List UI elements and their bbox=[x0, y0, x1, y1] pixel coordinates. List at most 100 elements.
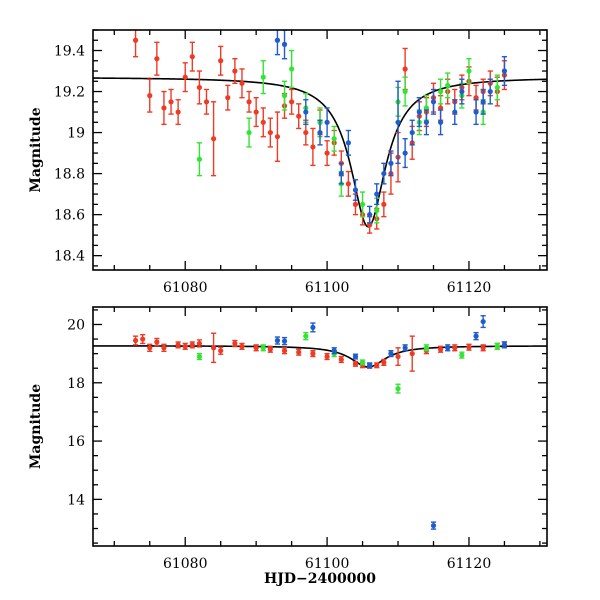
bottom-red-point bbox=[374, 362, 380, 369]
bottom-red-point bbox=[175, 341, 181, 349]
top-green-point bbox=[445, 72, 451, 99]
bottom-red-point bbox=[140, 333, 146, 345]
top-red-point bbox=[182, 62, 188, 93]
bottom-blue-point bbox=[367, 362, 373, 369]
bottom-x-tick-label: 61100 bbox=[305, 556, 350, 572]
top-green-point bbox=[281, 80, 288, 111]
top-blue-point bbox=[345, 129, 351, 156]
bottom-y-tick-label: 18 bbox=[67, 376, 85, 392]
bottom-blue-point bbox=[310, 322, 316, 333]
top-blue-point bbox=[416, 96, 422, 128]
top-blue-point bbox=[388, 150, 394, 177]
top-red-point bbox=[175, 99, 181, 126]
top-red-point bbox=[189, 41, 195, 72]
bottom-red-point bbox=[210, 332, 217, 364]
top-x-tick-label: 61080 bbox=[163, 280, 208, 296]
bottom-red-point bbox=[132, 335, 139, 346]
top-red-point bbox=[310, 127, 316, 167]
bottom-red-point bbox=[239, 342, 245, 350]
top-x-tick-label: 61120 bbox=[447, 280, 492, 296]
bottom-green-point bbox=[359, 359, 366, 366]
top-x-tick-label: 61100 bbox=[305, 280, 350, 296]
bottom-red-point bbox=[480, 344, 486, 352]
top-red-point bbox=[381, 191, 387, 218]
bottom-red-point bbox=[232, 339, 238, 348]
bottom-green-point bbox=[196, 352, 203, 361]
top-red-point bbox=[324, 140, 330, 167]
top-red-point bbox=[218, 45, 224, 76]
top-red-point bbox=[260, 107, 266, 138]
bottom-green-point bbox=[494, 342, 500, 350]
bottom-green-point bbox=[459, 351, 465, 359]
bottom-model-curve bbox=[93, 345, 547, 368]
top-data-points bbox=[132, 30, 508, 234]
top-red-point bbox=[196, 70, 203, 105]
bottom-red-point bbox=[409, 335, 415, 372]
top-blue-point bbox=[409, 119, 415, 146]
bottom-blue-point bbox=[388, 350, 394, 358]
top-blue-point bbox=[381, 162, 387, 185]
top-red-point bbox=[210, 101, 217, 177]
top-model-curve bbox=[93, 77, 547, 228]
top-y-tick-label: 18.8 bbox=[54, 167, 85, 183]
top-red-point bbox=[345, 170, 351, 197]
bottom-red-point bbox=[154, 337, 160, 347]
top-green-point bbox=[494, 74, 500, 101]
bottom-red-point bbox=[452, 344, 458, 352]
top-y-axis-label: Magnitude bbox=[28, 107, 44, 192]
bottom-red-point bbox=[437, 345, 444, 353]
bottom-blue-point bbox=[281, 336, 288, 346]
bottom-red-point bbox=[267, 345, 273, 353]
bottom-green-point bbox=[423, 344, 430, 352]
top-green-point bbox=[331, 125, 337, 152]
bottom-red-point bbox=[218, 346, 224, 355]
bottom-blue-point bbox=[331, 347, 337, 355]
bottom-plot-frame bbox=[92, 306, 548, 547]
top-red-point bbox=[203, 88, 210, 115]
top-red-point bbox=[168, 88, 174, 115]
top-red-point bbox=[246, 90, 252, 113]
top-blue-point bbox=[374, 183, 380, 206]
top-blue-point bbox=[501, 55, 508, 87]
top-green-point bbox=[437, 78, 444, 105]
top-red-point bbox=[253, 96, 259, 128]
top-blue-point bbox=[367, 205, 373, 224]
bottom-y-tick-label: 16 bbox=[67, 434, 85, 450]
top-blue-point bbox=[317, 119, 323, 146]
bottom-blue-point bbox=[480, 315, 486, 329]
bottom-blue-point bbox=[445, 344, 451, 352]
bottom-y-tick-label: 14 bbox=[67, 492, 85, 508]
top-y-tick-label: 19 bbox=[67, 126, 85, 142]
bottom-blue-point bbox=[501, 341, 508, 349]
bottom-red-point bbox=[395, 347, 401, 366]
top-red-point bbox=[154, 41, 160, 76]
bottom-blue-point bbox=[274, 336, 281, 345]
top-green-point bbox=[260, 60, 266, 95]
bottom-blue-point bbox=[402, 344, 408, 352]
top-blue-point bbox=[395, 80, 401, 165]
top-blue-point bbox=[459, 78, 465, 105]
bottom-red-point bbox=[310, 350, 316, 358]
top-green-point bbox=[402, 76, 408, 107]
bottom-blue-point bbox=[473, 331, 479, 341]
top-green-point bbox=[359, 191, 366, 218]
bottom-red-point bbox=[182, 342, 188, 350]
top-blue-point bbox=[281, 30, 288, 60]
bottom-panel: 61080 61100 61120 14 16 18 20 Magnitude HJD−2… bbox=[28, 306, 548, 587]
top-blue-point bbox=[352, 179, 359, 201]
top-green-point bbox=[466, 58, 472, 85]
bottom-red-point bbox=[324, 352, 330, 361]
top-blue-point bbox=[452, 99, 458, 126]
bottom-red-point bbox=[196, 339, 203, 348]
top-y-tick-label: 19.2 bbox=[54, 85, 85, 101]
top-blue-point bbox=[303, 99, 309, 126]
top-red-point bbox=[274, 111, 281, 162]
top-y-tick-label: 18.6 bbox=[54, 208, 85, 224]
bottom-green-point bbox=[395, 383, 401, 394]
top-red-point bbox=[267, 117, 273, 148]
bottom-red-point bbox=[189, 341, 195, 349]
top-blue-point bbox=[430, 88, 437, 115]
bottom-red-point bbox=[253, 344, 259, 352]
bottom-y-tick-label: 20 bbox=[67, 317, 85, 333]
